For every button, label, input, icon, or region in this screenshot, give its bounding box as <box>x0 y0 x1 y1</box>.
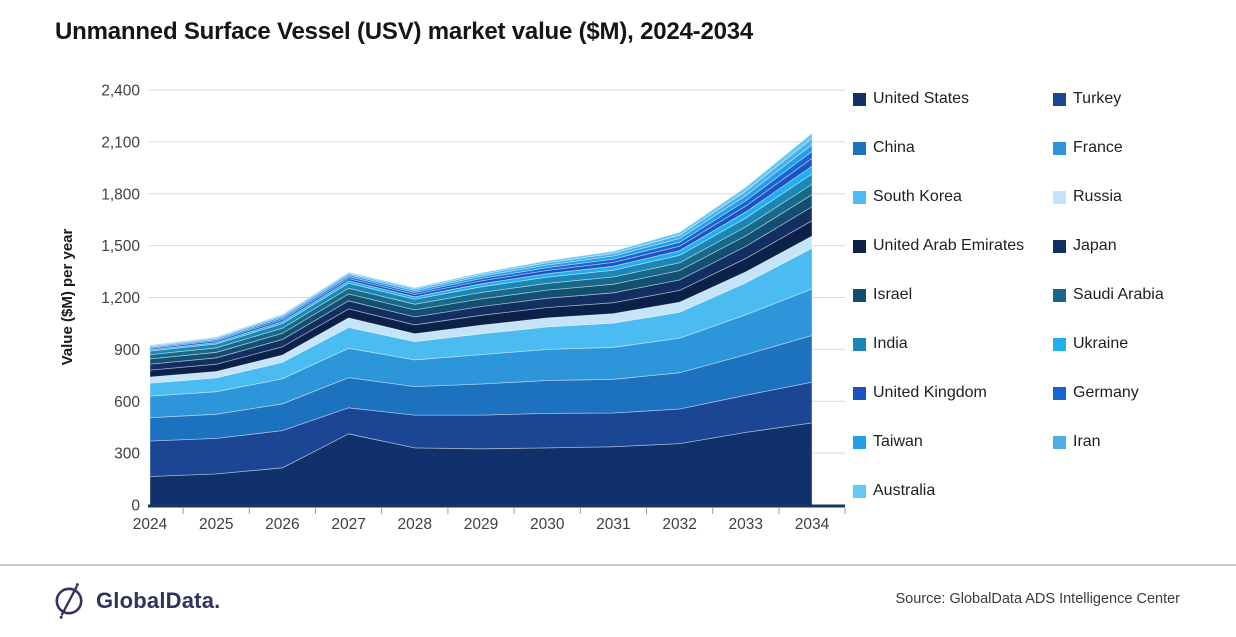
legend-swatch-ukraine <box>1053 338 1066 351</box>
x-tick-label: 2028 <box>398 516 432 533</box>
x-tick-label: 2034 <box>795 516 830 533</box>
y-tick-label: 2,400 <box>101 83 140 100</box>
y-tick-label: 600 <box>114 394 140 411</box>
legend-swatch-france <box>1053 142 1066 155</box>
legend-label-germany: Germany <box>1073 384 1139 401</box>
legend-label-united-arab-emirates: United Arab Emirates <box>873 237 1025 254</box>
chart-title: Unmanned Surface Vessel (USV) market val… <box>55 18 754 45</box>
legend-swatch-australia <box>853 485 866 498</box>
legend-label-israel: Israel <box>873 286 913 303</box>
legend-label-iran: Iran <box>1073 433 1101 450</box>
legend-item-india: India <box>853 335 1053 358</box>
x-tick-label: 2031 <box>596 516 630 533</box>
x-tick-label: 2026 <box>265 516 299 533</box>
legend-item-united-states: United States <box>853 90 1053 113</box>
footer-divider <box>0 564 1236 566</box>
legend-label-saudi-arabia: Saudi Arabia <box>1073 286 1164 303</box>
legend-swatch-saudi-arabia <box>1053 289 1066 302</box>
x-tick-label: 2024 <box>133 516 168 533</box>
legend-label-japan: Japan <box>1073 237 1117 254</box>
legend-item-united-arab-emirates: United Arab Emirates <box>853 237 1053 260</box>
x-tick-label: 2029 <box>464 516 498 533</box>
area-united-kingdom <box>149 157 813 351</box>
area-taiwan <box>149 143 813 348</box>
legend-label-united-kingdom: United Kingdom <box>873 384 987 401</box>
area-germany <box>149 150 813 349</box>
area-russia <box>149 235 813 384</box>
legend-label-ukraine: Ukraine <box>1073 335 1129 352</box>
x-tick-label: 2033 <box>729 516 763 533</box>
legend-item-taiwan: Taiwan <box>853 433 1053 456</box>
legend-item-australia: Australia <box>853 482 1053 505</box>
x-tick-label: 2032 <box>662 516 696 533</box>
y-tick-label: 1,500 <box>101 238 140 255</box>
legend-item-israel: Israel <box>853 286 1053 309</box>
legend-item-russia: Russia <box>1053 188 1233 211</box>
legend-item-south-korea: South Korea <box>853 188 1053 211</box>
brand-logo: GlobalData. <box>52 581 220 621</box>
globaldata-logo-icon <box>55 583 83 619</box>
legend-item-saudi-arabia: Saudi Arabia <box>1053 286 1233 309</box>
legend-item-turkey: Turkey <box>1053 90 1233 113</box>
y-tick-label: 1,200 <box>101 290 140 307</box>
y-tick-label: 2,100 <box>101 134 140 151</box>
legend-label-taiwan: Taiwan <box>873 433 923 450</box>
legend-label-australia: Australia <box>873 482 936 499</box>
legend-swatch-india <box>853 338 866 351</box>
legend-swatch-united-states <box>853 93 866 106</box>
legend-swatch-china <box>853 142 866 155</box>
source-attribution: Source: GlobalData ADS Intelligence Cent… <box>895 591 1180 607</box>
legend-item-ukraine: Ukraine <box>1053 335 1233 358</box>
legend-swatch-united-arab-emirates <box>853 240 866 253</box>
legend-swatch-turkey <box>1053 93 1066 106</box>
legend-label-south-korea: South Korea <box>873 188 962 205</box>
legend-label-china: China <box>873 139 915 156</box>
legend-item-germany: Germany <box>1053 384 1233 407</box>
brand-name: GlobalData. <box>96 588 221 613</box>
legend-swatch-japan <box>1053 240 1066 253</box>
legend-swatch-united-kingdom <box>853 387 866 400</box>
legend-swatch-germany <box>1053 387 1066 400</box>
legend-label-india: India <box>873 335 908 352</box>
legend-item-iran: Iran <box>1053 433 1233 456</box>
area-united-arab-emirates <box>149 219 813 378</box>
x-tick-label: 2027 <box>331 516 365 533</box>
legend-label-russia: Russia <box>1073 188 1122 205</box>
y-tick-label: 900 <box>114 342 140 359</box>
legend-swatch-russia <box>1053 191 1066 204</box>
legend-swatch-israel <box>853 289 866 302</box>
legend-item-china: China <box>853 139 1053 162</box>
legend-swatch-taiwan <box>853 436 866 449</box>
legend-label-france: France <box>1073 139 1123 156</box>
y-tick-label: 1,800 <box>101 186 140 203</box>
legend-label-united-states: United States <box>873 90 970 107</box>
legend-item-japan: Japan <box>1053 237 1233 260</box>
legend-swatch-south-korea <box>853 191 866 204</box>
y-tick-label: 300 <box>114 446 140 463</box>
area-australia <box>149 132 813 347</box>
legend-item-france: France <box>1053 139 1233 162</box>
legend-label-turkey: Turkey <box>1073 90 1122 107</box>
legend-swatch-iran <box>1053 436 1066 449</box>
y-tick-label: 0 <box>131 498 140 515</box>
chart-legend: United States Turkey China France South Kore… <box>853 90 1233 505</box>
x-tick-label: 2025 <box>199 516 233 533</box>
x-tick-label: 2030 <box>530 516 565 533</box>
legend-item-united-kingdom: United Kingdom <box>853 384 1053 407</box>
y-axis-title: Value ($M) per year <box>59 228 76 365</box>
